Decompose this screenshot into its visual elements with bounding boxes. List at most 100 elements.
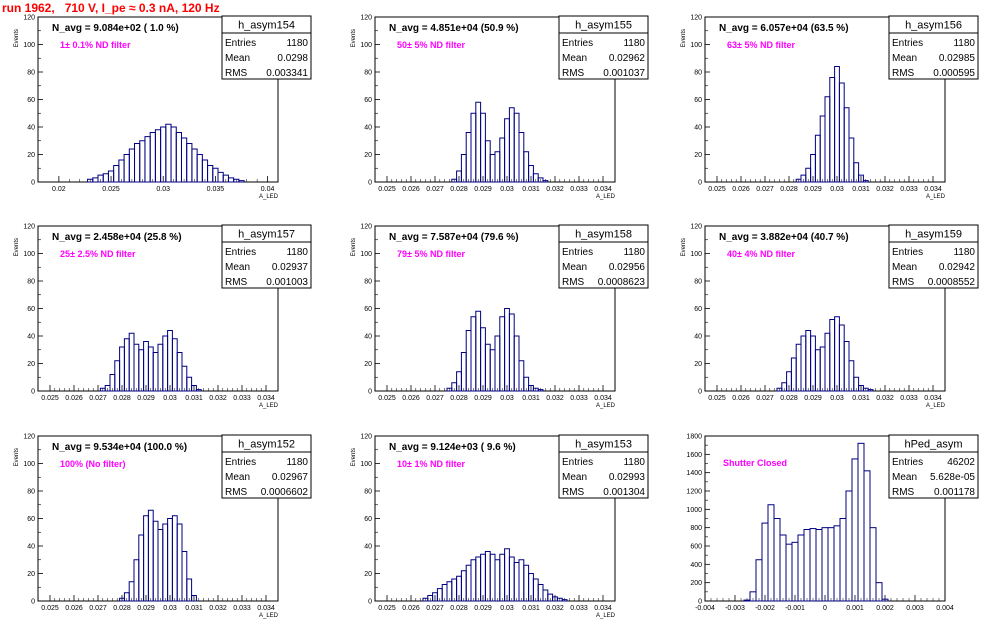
x-tick-label: 0.032 bbox=[546, 395, 564, 402]
stats-key: RMS bbox=[562, 68, 585, 79]
histogram-bin bbox=[499, 316, 506, 392]
x-tick-label: 0.029 bbox=[474, 395, 492, 402]
x-tick-label: 0.025 bbox=[102, 186, 120, 193]
x-tick-label: 0.029 bbox=[137, 605, 155, 612]
histogram-bin bbox=[195, 389, 202, 392]
stats-key: Mean bbox=[562, 472, 587, 483]
histogram-bin bbox=[143, 341, 149, 392]
y-tick-label: 0 bbox=[698, 389, 702, 396]
histogram-bin bbox=[824, 332, 831, 392]
x-tick-label: 0.025 bbox=[708, 395, 726, 402]
stats-value: 0.02993 bbox=[609, 472, 646, 483]
histogram-bin bbox=[845, 490, 853, 602]
panel-h_asym158: 0 20 40 60 80 100 120 0.025 0.026 0.027 0.028 0.029… bbox=[351, 224, 649, 409]
histogram-bin bbox=[128, 332, 135, 392]
y-tick-label: 60 bbox=[364, 306, 372, 313]
navg-label: N_avg = 6.057e+04 (63.5 %) bbox=[719, 23, 849, 34]
histogram-bin bbox=[147, 346, 154, 392]
filter-note: 79± 5% ND filter bbox=[397, 249, 465, 259]
histogram-bin bbox=[843, 107, 850, 183]
histogram-bin bbox=[196, 154, 203, 183]
histogram-bin bbox=[875, 582, 883, 602]
panel-h_asym154: 0 20 40 60 80 100 120 0.02 0.025 0.03 0.035 0.04 Eve… bbox=[14, 15, 312, 200]
histogram-bin bbox=[186, 376, 193, 392]
x-tick-label: 0.033 bbox=[233, 605, 251, 612]
y-tick-label: 80 bbox=[364, 279, 372, 286]
stats-value: 1180 bbox=[953, 38, 975, 49]
x-axis-title: A_LED bbox=[926, 194, 946, 200]
histogram-bin bbox=[773, 518, 781, 602]
stats-box bbox=[888, 241, 979, 289]
histogram-bin bbox=[191, 148, 198, 183]
x-tick-label: 0.026 bbox=[65, 605, 83, 612]
x-tick-label: 0.027 bbox=[89, 395, 107, 402]
histogram-bin bbox=[834, 66, 840, 183]
histogram-bin bbox=[838, 82, 845, 183]
x-tick-label: 0.033 bbox=[900, 186, 918, 193]
navg-label: N_avg = 2.458e+04 (25.8 %) bbox=[52, 232, 182, 243]
histogram-bin bbox=[785, 543, 793, 602]
histogram-bin bbox=[523, 151, 530, 183]
panel-h_asym152: 0 20 40 60 80 100 120 0.025 0.026 0.027 0.028 0.029… bbox=[14, 434, 312, 619]
x-tick-label: 0.033 bbox=[570, 605, 588, 612]
filter-note: Shutter Closed bbox=[723, 458, 787, 468]
histogram-bin bbox=[133, 559, 140, 602]
histogram-bin bbox=[162, 523, 169, 602]
histogram-bin bbox=[504, 308, 510, 392]
histogram-bin bbox=[809, 528, 817, 602]
stats-value: 1180 bbox=[623, 457, 645, 468]
y-tick-label: 60 bbox=[364, 97, 372, 104]
x-tick-label: 0.029 bbox=[137, 395, 155, 402]
y-axis-title: Events bbox=[681, 238, 687, 256]
histogram-bin bbox=[171, 515, 178, 602]
histogram-bin bbox=[157, 343, 164, 392]
stats-title: hPed_asym bbox=[904, 439, 962, 451]
histogram-bin bbox=[139, 140, 146, 183]
y-axis-title: Events bbox=[351, 448, 357, 466]
histogram-bin bbox=[755, 559, 763, 602]
histogram-bin bbox=[499, 553, 506, 602]
x-tick-label: 0.034 bbox=[594, 605, 612, 612]
histogram-bin bbox=[138, 534, 145, 602]
stats-value: 0.02942 bbox=[939, 262, 976, 273]
stats-box bbox=[221, 451, 312, 499]
stats-key: Entries bbox=[892, 247, 923, 258]
x-tick-label: -0.003 bbox=[725, 605, 745, 612]
stats-key: Entries bbox=[892, 38, 923, 49]
x-tick-label: 0.026 bbox=[402, 186, 420, 193]
histogram-bin bbox=[92, 177, 99, 183]
x-tick-label: 0.028 bbox=[780, 395, 798, 402]
y-tick-label: 800 bbox=[690, 525, 702, 532]
y-tick-label: 0 bbox=[698, 599, 702, 606]
x-axis-title: A_LED bbox=[596, 403, 616, 409]
histogram-bin bbox=[171, 338, 178, 392]
y-axis-title: Events bbox=[14, 29, 20, 47]
histogram-bin bbox=[152, 520, 159, 602]
stats-value: 0.003341 bbox=[266, 68, 308, 79]
x-tick-label: 0.03 bbox=[163, 395, 177, 402]
stats-value: 0.001178 bbox=[934, 487, 975, 498]
stats-value: 0.001003 bbox=[266, 277, 308, 288]
stats-key: Mean bbox=[562, 262, 587, 273]
x-tick-label: 0.034 bbox=[257, 395, 275, 402]
x-tick-label: 0.028 bbox=[113, 395, 131, 402]
navg-label: N_avg = 9.534e+04 (100.0 %) bbox=[52, 442, 187, 453]
x-tick-label: 0.03 bbox=[500, 186, 514, 193]
stats-key: Mean bbox=[225, 53, 250, 64]
stats-key: RMS bbox=[562, 487, 585, 498]
y-tick-label: 20 bbox=[27, 571, 35, 578]
stats-key: RMS bbox=[892, 277, 915, 288]
y-tick-label: 1000 bbox=[686, 507, 702, 514]
x-tick-label: 0.025 bbox=[41, 395, 59, 402]
x-tick-label: 0.032 bbox=[546, 186, 564, 193]
histogram-bin bbox=[149, 132, 156, 183]
histogram-bin bbox=[157, 529, 164, 602]
histogram-bin bbox=[508, 107, 515, 183]
histogram-bin bbox=[489, 154, 496, 183]
x-tick-label: 0.003 bbox=[906, 605, 924, 612]
x-tick-label: 0.029 bbox=[474, 186, 492, 193]
histogram-bin bbox=[829, 319, 836, 392]
histogram-bin bbox=[152, 352, 159, 392]
x-tick-label: 0.025 bbox=[378, 186, 396, 193]
histogram-bin bbox=[470, 316, 477, 392]
